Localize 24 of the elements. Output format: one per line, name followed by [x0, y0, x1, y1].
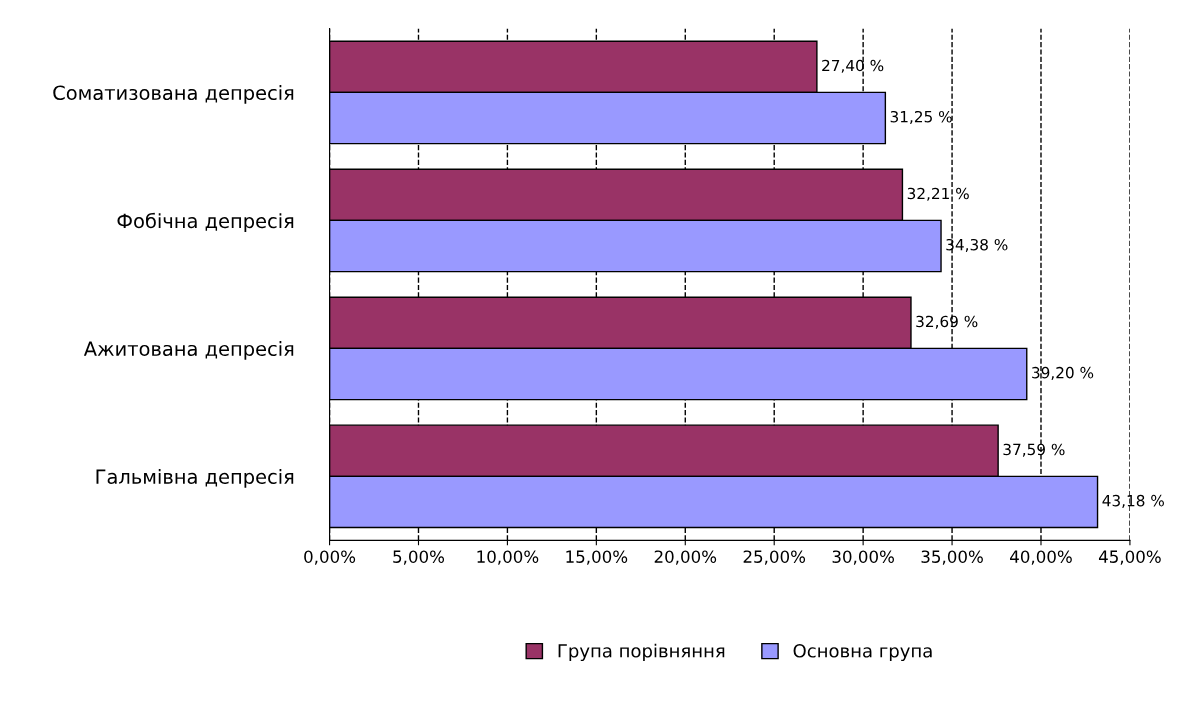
data-label: 39,20 %: [1032, 366, 1094, 380]
x-tick-label: 40,00%: [1010, 550, 1072, 565]
x-tick-label: 25,00%: [743, 550, 806, 565]
x-tick-label: 10,00%: [477, 550, 539, 565]
x-tick-label: 15,00%: [566, 550, 628, 565]
data-label: 32,21 %: [907, 187, 969, 201]
legend-label: Основна група: [793, 643, 932, 662]
x-tick-label: 20,00%: [654, 550, 717, 565]
data-label: 27,40 %: [822, 59, 884, 73]
data-label: 32,69 %: [916, 315, 978, 329]
y-tick-label: Фобічна депресія: [117, 212, 294, 233]
data-label: 43,18 %: [1102, 494, 1164, 508]
y-tick-label: Гальмівна депресія: [96, 468, 294, 488]
x-tick-label: 0,00%: [304, 550, 356, 565]
legend-label: Група порівняння: [558, 643, 725, 662]
x-tick-label: 30,00%: [832, 550, 894, 565]
y-tick-label: Ажитована депресія: [83, 341, 294, 360]
x-tick-label: 35,00%: [921, 550, 983, 565]
data-label: 37,59 %: [1003, 443, 1065, 457]
x-tick-label: 45,00%: [1098, 550, 1161, 565]
y-tick-label: Соматизована депресія: [53, 85, 294, 104]
data-label: 31,25 %: [890, 110, 952, 125]
x-tick-label: 5,00%: [393, 550, 445, 565]
data-label: 34,38 %: [946, 238, 1008, 252]
